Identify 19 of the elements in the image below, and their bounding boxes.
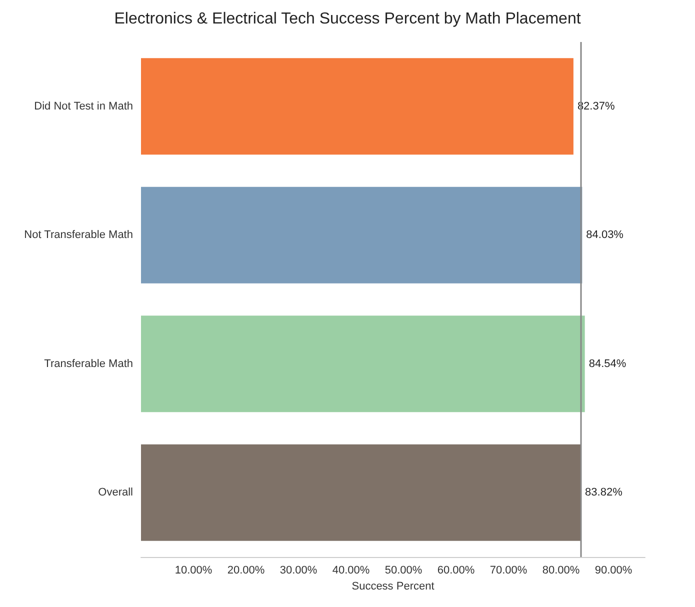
chart-title: Electronics & Electrical Tech Success Percent by Math Placement <box>114 10 582 28</box>
data-label: 82.37% <box>577 100 615 112</box>
x-tick-label: 90.00% <box>594 564 632 576</box>
data-label: 84.03% <box>586 229 624 242</box>
y-tick-label: Not Transferable Math <box>24 229 133 242</box>
y-tick-label: Transferable Math <box>44 358 133 370</box>
x-tick-label: 20.00% <box>227 564 265 576</box>
y-tick-label: Overall <box>98 486 133 499</box>
x-tick-label: 40.00% <box>332 564 370 576</box>
x-tick-label: 50.00% <box>384 564 422 576</box>
data-label: 83.82% <box>585 486 623 499</box>
x-tick-label: 80.00% <box>542 564 580 576</box>
y-tick-label: Did Not Test in Math <box>34 100 133 112</box>
x-tick-label: 70.00% <box>490 564 528 576</box>
x-tick-label: 60.00% <box>437 564 475 576</box>
x-tick-label: 10.00% <box>174 564 212 576</box>
x-tick-label: 30.00% <box>280 564 318 576</box>
data-label: 84.54% <box>588 358 626 370</box>
x-axis-title: Success Percent <box>352 580 434 592</box>
